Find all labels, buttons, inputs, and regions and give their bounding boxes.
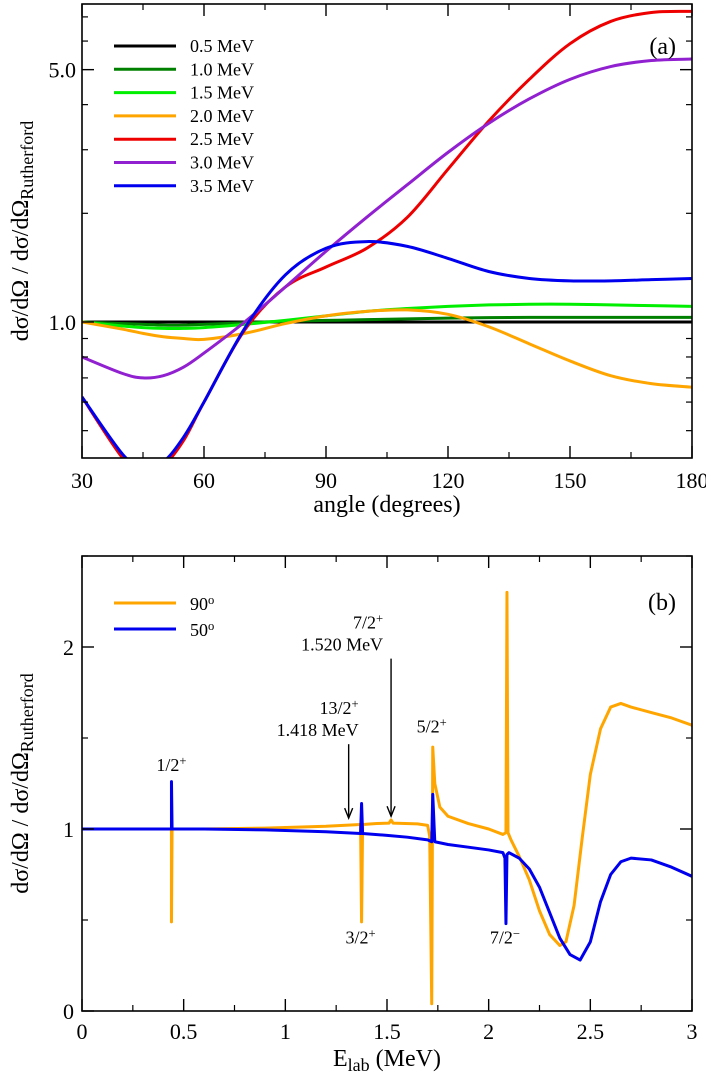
legend-label-a-1: 1.0 MeV (190, 59, 254, 79)
annotation-half-plus: 1/2+ (156, 754, 186, 775)
y-tick-label-a-1: 5.0 (49, 58, 77, 83)
legend-label-a-5: 3.0 MeV (190, 153, 254, 173)
plot-area-b (82, 590, 692, 1006)
series-line-b-1 (82, 780, 692, 962)
plot-frame-b (81, 555, 693, 1012)
panel-label-b: (b) (648, 590, 676, 616)
x-tick-label-a-1: 60 (193, 468, 215, 493)
annotation-seven-half-plus-1520: 7/2+ (353, 612, 383, 633)
x-tick-label-a-4: 150 (554, 468, 587, 493)
y-tick-label-b-0: 0 (63, 999, 74, 1024)
series-line-a-5 (82, 57, 692, 380)
y-axis-title-b: dσ/dΩ / dσ/dΩRutherford (8, 673, 37, 894)
series-line-a-3 (82, 308, 692, 389)
annotation-arrowhead-seven-half-plus-1520 (386, 806, 396, 819)
series-line-b-0 (82, 590, 692, 1006)
x-tick-label-b-3: 1.5 (373, 1019, 401, 1044)
annotation-five-half-plus: 5/2+ (417, 716, 447, 737)
x-axis-title-b: Elab (MeV) (333, 1046, 441, 1075)
x-axis-title-a: angle (degrees) (313, 492, 460, 518)
x-tick-label-b-5: 2.5 (577, 1019, 605, 1044)
x-tick-label-b-6: 3 (687, 1019, 698, 1044)
legend-label-a-4: 2.5 MeV (190, 129, 254, 149)
series-line-a-6 (82, 240, 692, 458)
annotation-energy-thirteen-half-plus: 1.418 MeV (277, 720, 359, 740)
legend-a: 0.5 MeV 1.0 MeV 1.5 MeV 2.0 MeV 2.5 MeV 3.0 M… (114, 36, 254, 196)
x-tick-label-a-5: 180 (676, 468, 706, 493)
x-tick-label-a-3: 120 (432, 468, 465, 493)
plot-frame-a (81, 3, 693, 459)
x-tick-label-b-4: 2 (483, 1019, 494, 1044)
annotation-thirteen-half-plus: 13/2+ (320, 697, 359, 718)
x-tick-label-b-1: 0.5 (170, 1019, 198, 1044)
legend-label-a-0: 0.5 MeV (190, 36, 254, 56)
panel-a: 30 60 90 120 150 180 1.0 5.0 angle (degrees) dσ/d… (8, 3, 706, 518)
panel-label-a: (a) (649, 34, 676, 60)
legend-label-b-0: 90o (190, 593, 214, 614)
legend-label-b-1: 50o (190, 619, 214, 640)
x-tick-label-b-0: 0 (77, 1019, 88, 1044)
series-line-a-4 (82, 9, 692, 458)
y-tick-label-b-1: 1 (63, 817, 74, 842)
legend-label-a-3: 2.0 MeV (190, 106, 254, 126)
y-axis-title-a: dσ/dΩ / dσ/dΩRutherford (8, 121, 37, 342)
legend-label-a-6: 3.5 MeV (190, 176, 254, 196)
annotations-b: 1/2+ 3/2+ 5/2+ 7/2− 13/2+1.418 MeV 7/2+1.520 … (156, 612, 520, 948)
x-tick-label-b-2: 1 (280, 1019, 291, 1044)
y-tick-label-b-2: 2 (63, 635, 74, 660)
annotation-three-half-plus: 3/2+ (346, 927, 376, 948)
legend-label-a-2: 1.5 MeV (190, 83, 254, 103)
annotation-energy-seven-half-plus-1520: 1.520 MeV (301, 635, 383, 655)
plot-area-a (82, 9, 692, 458)
annotation-seven-half-minus: 7/2− (490, 927, 520, 948)
x-tick-label-a-0: 30 (71, 468, 93, 493)
annotation-arrowhead-thirteen-half-plus (344, 807, 354, 820)
panel-b: 0 0.5 1 1.5 2 2.5 3 0 1 2 Elab (MeV) dσ/dΩ / dσ/dΩR… (8, 555, 698, 1075)
y-tick-label-a-0: 1.0 (49, 310, 77, 335)
series-line-a-1 (82, 315, 692, 327)
x-tick-label-a-2: 90 (315, 468, 337, 493)
